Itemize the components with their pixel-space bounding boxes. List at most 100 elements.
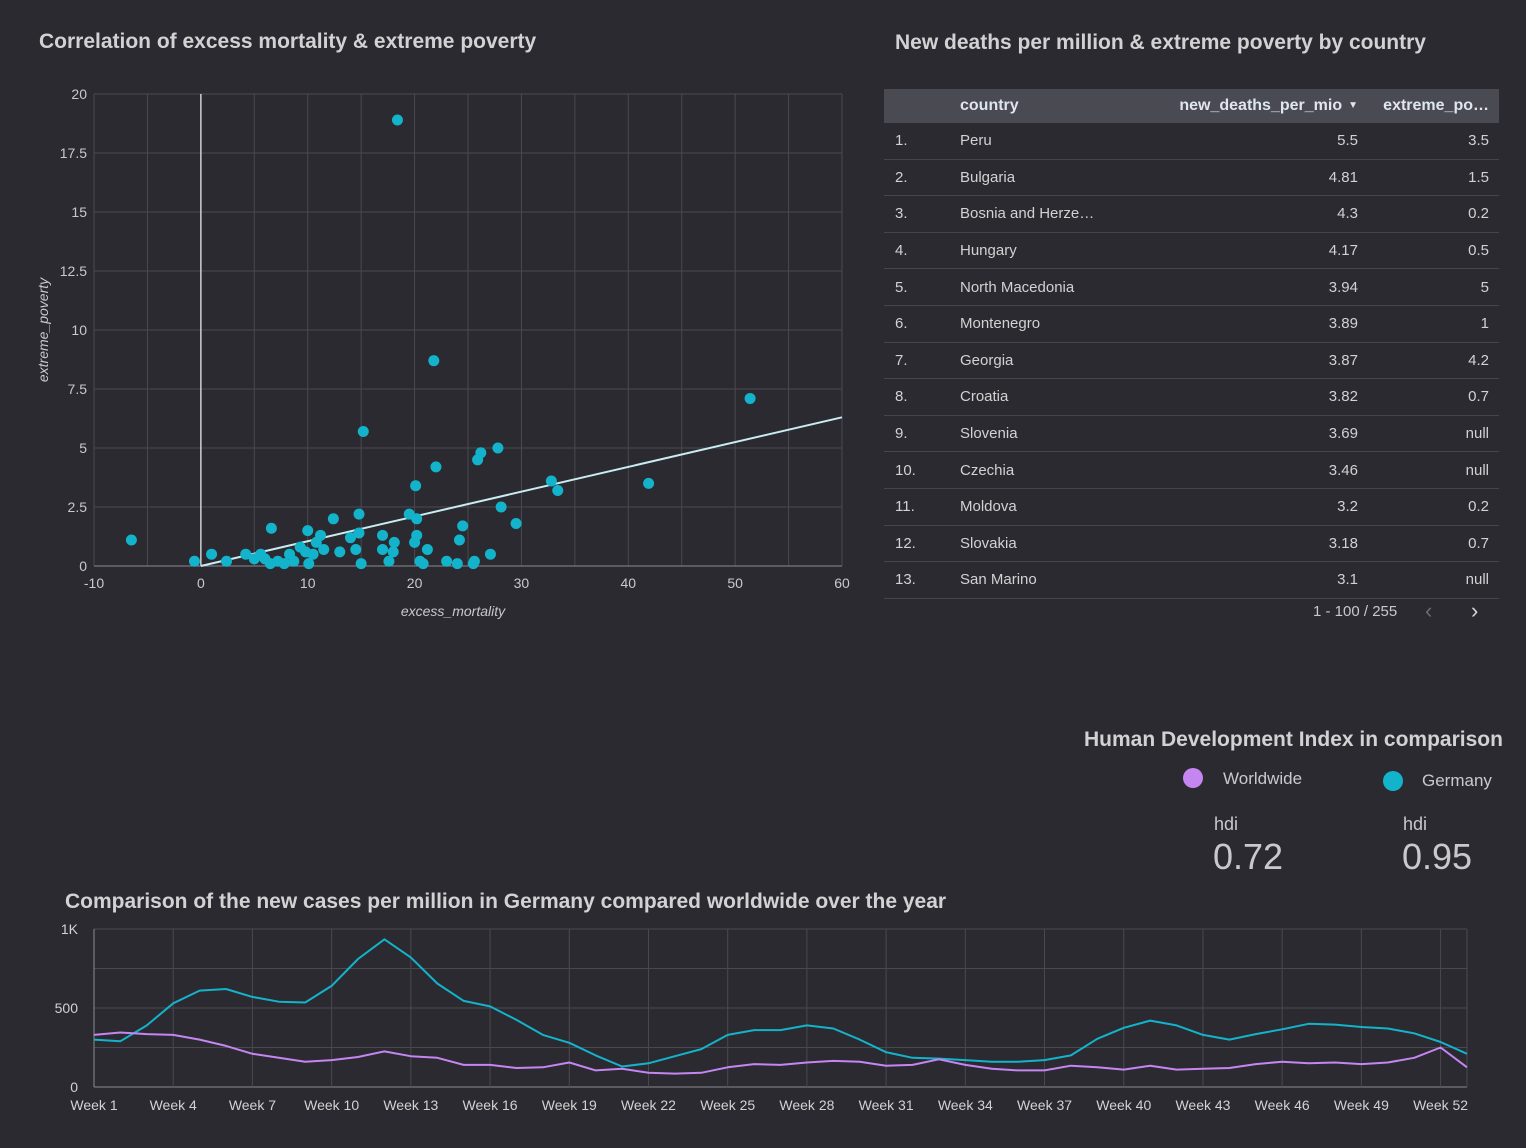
table-row[interactable]: 12. Slovakia 3.18 0.7 [884,526,1499,563]
worldwide-legend-label: Worldwide [1223,769,1303,788]
sort-desc-icon[interactable]: ▼ [1348,100,1358,111]
scatter-point [334,546,346,558]
row-country: Moldova [960,498,1017,516]
row-extreme-poverty: null [1465,461,1489,479]
germany-legend-label: Germany [1422,771,1492,790]
scatter-point [492,442,504,454]
x-axis-label: excess_mortality [401,603,506,619]
scatter-point [552,484,564,496]
scatter-point [221,555,233,567]
worldwide-hdi-label: hdi [1214,814,1239,834]
table-row[interactable]: 11. Moldova 3.2 0.2 [884,489,1499,526]
row-index: 1. [895,132,908,150]
scatter-point [125,534,137,546]
table-row[interactable]: 3. Bosnia and Herze… 4.3 0.2 [884,196,1499,233]
row-extreme-poverty: 1.5 [1468,168,1489,186]
data-table: country new_deaths_per_mio ▼ extreme_po… … [884,89,1499,599]
scatter-point [353,508,365,520]
header-extreme-poverty[interactable]: extreme_po… [1383,97,1489,114]
scatter-point [188,555,200,567]
scatter-point [411,513,423,525]
row-index: 3. [895,205,908,223]
table-row[interactable]: 1. Peru 5.5 3.5 [884,123,1499,160]
scatter-point [468,555,480,567]
table-row[interactable]: 5. North Macedonia 3.94 5 [884,269,1499,306]
scatter-point [430,461,442,473]
x-tick-label: Week 13 [383,1097,438,1113]
row-extreme-poverty: null [1465,425,1489,443]
table-header: country new_deaths_per_mio ▼ extreme_po… [884,89,1499,123]
row-extreme-poverty: 3.5 [1468,132,1489,150]
scatter-point [643,477,655,489]
table-row[interactable]: 13. San Marino 3.1 null [884,562,1499,599]
row-new-deaths: 3.2 [1337,498,1358,516]
row-new-deaths: 3.94 [1328,278,1358,296]
scatter-point [240,548,252,560]
x-tick-label: 40 [620,575,636,591]
row-index: 13. [895,571,916,589]
scatter-point [288,555,300,567]
row-country: Slovakia [960,534,1017,552]
row-extreme-poverty: 0.2 [1468,205,1489,223]
row-index: 4. [895,242,908,260]
x-tick-label: Week 34 [938,1097,993,1113]
row-new-deaths: 5.5 [1337,132,1358,150]
row-country: Hungary [960,242,1017,260]
row-country: Bulgaria [960,168,1016,186]
table-row[interactable]: 7. Georgia 3.87 4.2 [884,343,1499,380]
table-row[interactable]: 10. Czechia 3.46 null [884,452,1499,489]
x-tick-label: Week 28 [779,1097,834,1113]
x-tick-label: 60 [834,575,850,591]
scatter-point [391,114,403,126]
row-country: Georgia [960,351,1014,369]
scatter-point [417,558,429,570]
row-new-deaths: 3.89 [1328,315,1358,333]
scatter-point [383,555,395,567]
table-title: New deaths per million & extreme poverty… [895,31,1426,54]
row-country: Slovenia [960,425,1018,443]
table-row[interactable]: 9. Slovenia 3.69 null [884,416,1499,453]
header-new-deaths[interactable]: new_deaths_per_mio ▼ [1155,97,1358,115]
header-country[interactable]: country [960,97,1019,114]
row-country: San Marino [960,571,1037,589]
y-tick-label: 0 [70,1079,78,1095]
x-tick-label: Week 4 [150,1097,197,1113]
x-tick-label: Week 19 [542,1097,597,1113]
y-tick-label: 500 [55,1000,79,1016]
row-index: 2. [895,168,908,186]
x-tick-label: Week 40 [1096,1097,1151,1113]
x-tick-label: Week 49 [1334,1097,1389,1113]
scatter-point [475,447,487,459]
scatter-point [411,529,423,541]
scatter-point [387,546,399,558]
previous-page-button[interactable]: ‹ [1425,598,1432,624]
x-tick-label: Week 16 [463,1097,518,1113]
table-row[interactable]: 2. Bulgaria 4.81 1.5 [884,160,1499,197]
scatter-point [302,525,314,537]
row-index: 5. [895,278,908,296]
table-row[interactable]: 6. Montenegro 3.89 1 [884,306,1499,343]
series-line-germany [93,938,1468,1068]
line-chart: Week 1 Week 4 Week 7 Week 10 Week 13 Week 16 W… [55,921,1469,1113]
scatter-point [441,555,453,567]
x-tick-label: 50 [727,575,743,591]
scatter-point [428,355,440,367]
row-new-deaths: 4.3 [1337,205,1358,223]
scatter-point [307,548,319,560]
table-row[interactable]: 8. Croatia 3.82 0.7 [884,379,1499,416]
y-tick-label: 2.5 [68,499,88,515]
trendline [200,416,843,567]
row-index: 9. [895,425,908,443]
scatter-point [410,480,422,492]
row-new-deaths: 4.81 [1328,168,1358,186]
scatter-title: Correlation of excess mortality & extrem… [39,30,537,53]
table-body: 1. Peru 5.5 3.5 2. Bulgaria 4.81 1.5 3. Bosnia an… [884,123,1499,599]
scatter-point [457,520,469,532]
x-tick-label: Week 22 [621,1097,676,1113]
scatter-point [278,558,290,570]
table-row[interactable]: 4. Hungary 4.17 0.5 [884,233,1499,270]
scatter-point [355,558,367,570]
x-tick-label: Week 7 [229,1097,276,1113]
next-page-button[interactable]: › [1471,598,1478,624]
